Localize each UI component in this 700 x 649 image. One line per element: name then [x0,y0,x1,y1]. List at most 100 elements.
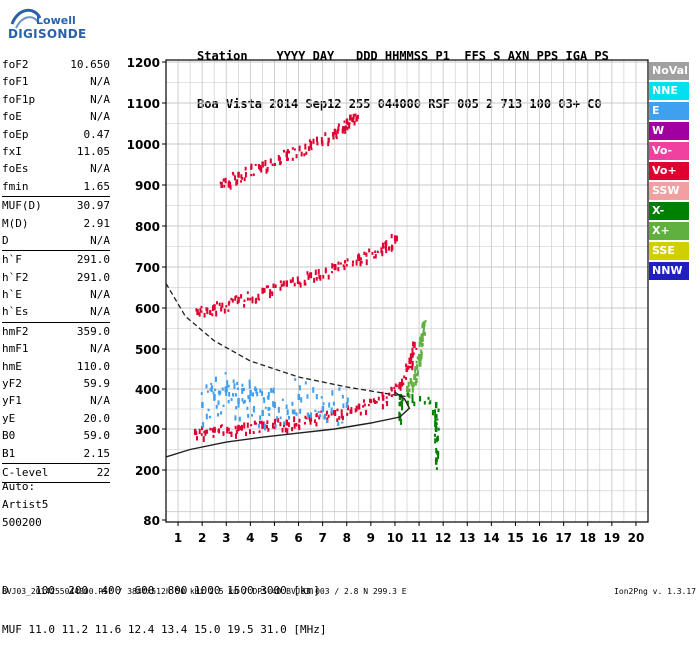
echo-point [271,163,274,167]
param-value: N/A [90,92,110,106]
header-val-time: 255 044000 RSF [348,97,450,111]
echo-point [267,427,270,432]
echo-point [298,145,301,152]
echo-point [285,419,288,426]
echo-point [252,173,255,177]
echo-point [346,258,349,262]
echo-point [268,292,271,299]
echo-point [309,415,313,422]
echo-point [257,293,260,300]
echo-point [231,298,234,303]
echo-point [423,401,426,405]
echo-point [261,287,264,294]
param-name: foE [2,110,22,124]
param-name: h`Es [2,305,29,319]
echo-point [234,393,237,397]
y-tick-label: 500 [135,343,160,357]
echo-point [319,275,322,281]
param-divider [2,250,110,252]
echo-point [416,364,419,370]
echo-point [365,259,368,266]
echo-point [279,422,282,427]
echo-point [401,406,404,411]
legend-item-xminus: X- [649,202,689,220]
echo-point [196,309,199,316]
echo-point [309,141,313,147]
echo-point [285,151,288,158]
echo-point [272,283,275,289]
distance-row: D 100 200 400 600 800 1000 1500 3000 [km… [2,584,320,597]
echo-point [228,431,231,434]
echo-point [434,402,438,408]
echo-point [420,349,423,354]
echo-point [195,436,198,441]
legend-item-nne: NNE [649,82,689,100]
echo-point [337,126,340,132]
x-tick-label: 9 [367,531,375,545]
echo-point [240,294,243,299]
echo-point [243,422,246,429]
echo-point [269,290,272,294]
echo-point [331,263,334,269]
echo-point [359,260,362,267]
echo-point [247,413,250,418]
echo-point [437,451,440,457]
x-tick-label: 20 [628,531,645,545]
param-name: hmE [2,359,22,373]
echo-point [331,132,334,137]
echo-point [416,373,419,377]
echo-point [333,128,337,135]
echo-point [215,404,218,409]
echo-point [345,263,348,267]
param-row: h`Es N/A [2,303,110,320]
echo-point [342,403,345,409]
echo-point [244,172,247,178]
echo-point [408,358,411,364]
echo-point [324,267,327,272]
echo-point [291,427,294,432]
echo-point [406,392,409,397]
echo-point [250,424,253,427]
echo-point [295,422,298,427]
echo-point [412,341,415,347]
auto-version: 500200 [2,516,42,529]
echo-point [370,399,373,404]
echo-point [240,424,243,431]
echo-point [248,379,251,386]
param-name: B0 [2,429,16,443]
echo-point [305,417,308,420]
echo-point [384,246,387,250]
echo-point [346,397,349,403]
param-value: 110.0 [76,359,110,373]
param-name: foF1p [2,92,36,106]
echo-point [411,385,414,389]
echo-point [352,260,355,264]
echo-point [428,402,431,405]
echo-point [273,426,276,430]
echo-point [362,399,365,403]
legend-item-nnw: NNW [649,262,689,280]
echo-point [345,402,349,408]
y-tick-label: 400 [135,383,160,397]
echo-point [415,377,418,384]
echo-point [431,409,434,416]
echo-point [286,149,289,153]
echo-point [287,422,290,428]
echo-point [229,181,232,188]
echo-point [259,388,262,393]
echo-point [237,424,240,431]
echo-point [279,161,282,165]
echo-point [277,406,280,413]
echo-point [406,386,409,392]
echo-point [357,403,361,410]
echo-point [327,414,330,418]
echo-point [263,398,266,404]
echo-point [435,422,438,426]
echo-point [405,363,408,368]
echo-point [291,409,294,415]
echo-point [348,125,351,129]
echo-point [381,242,385,249]
echo-point [252,431,255,435]
echo-point [354,113,357,117]
echo-point [337,421,340,426]
